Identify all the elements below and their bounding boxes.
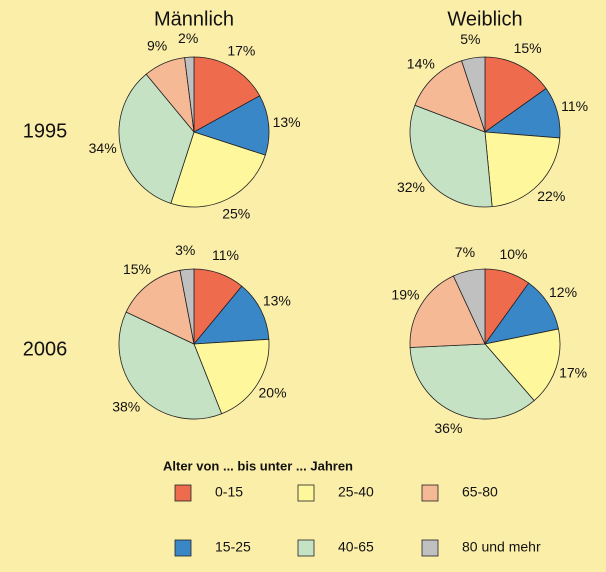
- row-label: 1995: [23, 120, 68, 142]
- pie-slice: [125, 269, 195, 345]
- pie-slice: [193, 56, 261, 133]
- legend-label: 40-65: [338, 539, 374, 555]
- value-label: 2%: [178, 30, 198, 46]
- pie-slice: [461, 56, 486, 133]
- value-label: 11%: [561, 98, 588, 114]
- pie-slice: [192, 95, 270, 156]
- legend-label: 65-80: [462, 484, 498, 500]
- pie-slice: [184, 56, 195, 133]
- legend-swatch: [174, 539, 192, 557]
- pie-slice: [452, 268, 486, 345]
- value-label: 17%: [559, 365, 587, 381]
- legend-label: 15-25: [215, 539, 251, 555]
- legend-swatch: [421, 484, 439, 502]
- value-label: 17%: [227, 43, 255, 59]
- value-label: 32%: [397, 179, 425, 195]
- pie-slice: [170, 131, 266, 208]
- legend-swatch: [174, 484, 192, 502]
- value-label: 9%: [147, 37, 167, 53]
- value-label: 19%: [391, 287, 419, 303]
- legend-label: 25-40: [338, 484, 374, 500]
- pie-slice: [409, 104, 493, 208]
- value-label: 15%: [514, 40, 542, 56]
- value-label: 13%: [263, 292, 291, 308]
- value-label: 5%: [460, 31, 480, 47]
- legend-label: 0-15: [215, 484, 243, 500]
- value-label: 20%: [259, 385, 287, 401]
- pie-slice: [179, 268, 195, 345]
- pie-slice: [409, 275, 486, 348]
- value-label: 34%: [89, 140, 117, 156]
- legend-label: 80 und mehr: [462, 539, 541, 555]
- legend-swatch: [421, 539, 439, 557]
- value-label: 3%: [175, 242, 195, 258]
- pie-slice: [193, 338, 270, 415]
- value-label: 12%: [549, 284, 577, 300]
- pie-slice: [414, 60, 486, 133]
- value-label: 13%: [273, 114, 301, 130]
- pie-slice: [484, 131, 561, 208]
- value-label: 11%: [212, 247, 239, 263]
- pie-slice: [484, 56, 547, 133]
- legend-swatch: [297, 484, 315, 502]
- pie-slice: [409, 343, 535, 420]
- column-label: Weiblich: [447, 8, 522, 30]
- pie-slice: [193, 285, 270, 345]
- value-label: 25%: [222, 206, 250, 222]
- row-label: 2006: [23, 338, 68, 360]
- value-label: 7%: [455, 244, 475, 260]
- value-label: 22%: [537, 188, 565, 204]
- legend-title: Alter von ... bis unter ... Jahren: [163, 458, 353, 473]
- value-label: 36%: [434, 420, 462, 436]
- value-label: 15%: [123, 261, 151, 277]
- column-label: Männlich: [154, 8, 234, 30]
- pie-slice: [118, 73, 195, 204]
- value-label: 10%: [499, 246, 527, 262]
- pie-slice: [118, 311, 223, 420]
- pie-slice: [484, 328, 561, 402]
- value-label: 14%: [407, 55, 435, 71]
- legend-swatch: [297, 539, 315, 557]
- value-label: 38%: [112, 398, 140, 414]
